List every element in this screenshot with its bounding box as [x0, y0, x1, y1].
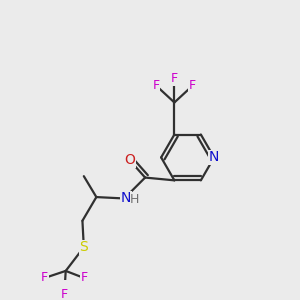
- Text: N: N: [120, 191, 131, 206]
- Text: N: N: [209, 150, 219, 164]
- Text: S: S: [80, 240, 88, 254]
- Text: F: F: [171, 72, 178, 85]
- Text: F: F: [80, 272, 87, 284]
- Text: H: H: [130, 193, 140, 206]
- Text: F: F: [61, 288, 68, 300]
- Text: O: O: [124, 153, 135, 167]
- Text: F: F: [153, 79, 160, 92]
- Text: F: F: [189, 79, 196, 92]
- Text: F: F: [41, 272, 48, 284]
